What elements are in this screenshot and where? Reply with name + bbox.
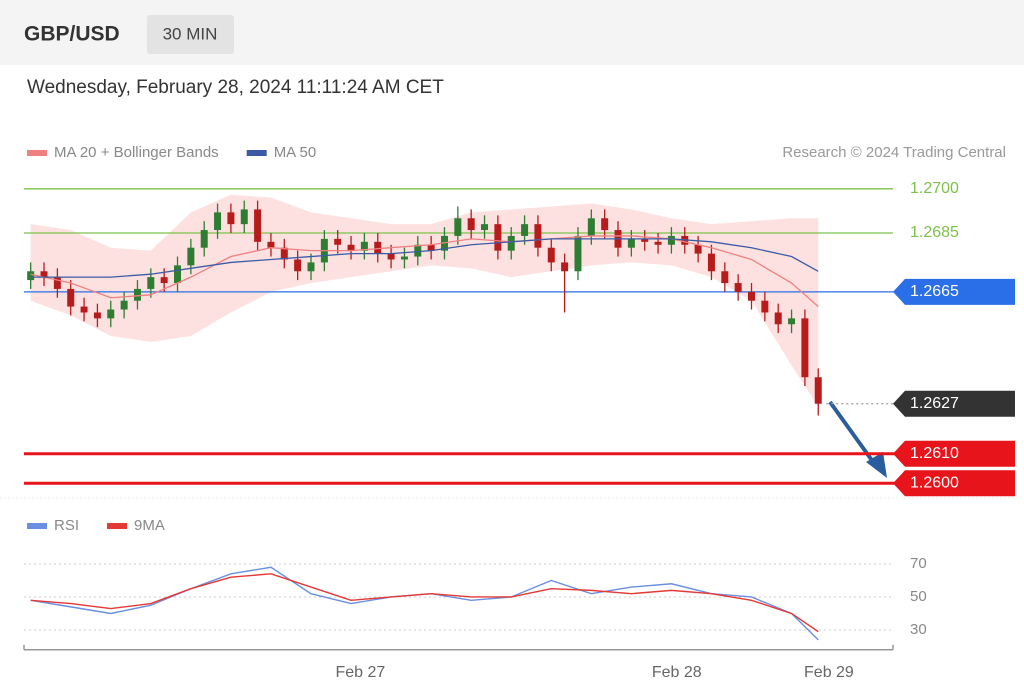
- indicator-line: [30, 573, 819, 633]
- candle-body: [347, 244, 355, 251]
- candle-body: [814, 377, 822, 404]
- y-tick-label: 70: [910, 555, 927, 572]
- candle-body: [133, 288, 141, 301]
- legend-swatch: [27, 150, 47, 156]
- level-tag: [893, 278, 1015, 305]
- candle-body: [200, 230, 208, 248]
- candle-body: [654, 241, 662, 245]
- candle-body: [534, 224, 542, 248]
- candle-body: [53, 277, 61, 289]
- legend-label: RSI: [54, 517, 79, 534]
- candle-body: [707, 253, 715, 272]
- candle-body: [107, 309, 115, 319]
- y-tick-label: 30: [910, 621, 927, 638]
- legend-label: MA 50: [274, 144, 317, 161]
- candle-body: [267, 241, 275, 248]
- candle-body: [387, 253, 395, 260]
- level-label: 1.2627: [910, 395, 959, 412]
- candle-body: [694, 244, 702, 254]
- candle-body: [334, 238, 342, 245]
- candle-body: [507, 235, 515, 251]
- candle-body: [174, 265, 182, 284]
- candle-body: [587, 218, 595, 236]
- candle-body: [360, 241, 368, 251]
- candle-body: [521, 224, 529, 236]
- forecast-arrow-head: [866, 452, 887, 478]
- candle-body: [187, 247, 195, 266]
- timestamp: Wednesday, February 28, 2024 11:11:24 AM…: [27, 77, 444, 98]
- candle-body: [801, 318, 809, 378]
- candle-body: [467, 218, 475, 231]
- candle-body: [27, 271, 35, 281]
- level-tag: [893, 440, 1015, 467]
- legend-swatch: [27, 523, 47, 529]
- level-label: 1.2685: [910, 224, 959, 241]
- x-tick-label: Feb 28: [652, 664, 702, 681]
- candle-body: [774, 312, 782, 325]
- bollinger-band: [30, 194, 819, 407]
- candle-body: [561, 262, 569, 272]
- x-tick-label: Feb 27: [335, 664, 385, 681]
- candle-body: [160, 277, 168, 284]
- candle-body: [307, 262, 315, 272]
- candle-body: [400, 256, 408, 260]
- candle-body: [254, 209, 262, 242]
- level-label: 1.2600: [910, 474, 959, 491]
- candle-body: [120, 300, 128, 310]
- candle-body: [761, 300, 769, 313]
- legend-swatch: [107, 523, 128, 529]
- candle-body: [494, 224, 502, 251]
- candle-body: [748, 291, 756, 301]
- candle-body: [574, 235, 582, 272]
- moving-average: [30, 238, 819, 278]
- candle-body: [147, 277, 155, 289]
- candle-body: [721, 271, 729, 284]
- candle-body: [641, 238, 649, 242]
- candle-body: [734, 283, 742, 292]
- candle-body: [93, 312, 101, 319]
- symbol: GBP/USD: [24, 23, 120, 46]
- moving-average: [30, 235, 819, 308]
- candle-body: [227, 212, 235, 225]
- candle-body: [294, 259, 302, 272]
- candle-body: [240, 209, 248, 225]
- candle-body: [40, 271, 48, 278]
- level-label: 1.2700: [910, 180, 959, 197]
- level-label: 1.2610: [910, 445, 959, 462]
- candle-body: [67, 288, 75, 307]
- forecast-arrow: [828, 400, 878, 468]
- candle-body: [214, 212, 222, 231]
- candle-body: [547, 247, 555, 263]
- candle-body: [80, 306, 88, 313]
- candle-body: [454, 218, 462, 236]
- interval: 30 MIN: [163, 24, 218, 43]
- candle-body: [627, 238, 635, 248]
- legend-swatch: [246, 150, 267, 156]
- x-tick-label: Feb 29: [804, 664, 854, 681]
- level-label: 1.2665: [910, 283, 959, 300]
- candle-body: [427, 244, 435, 251]
- interval-pill: [147, 15, 234, 54]
- candle-body: [601, 218, 609, 231]
- credit: Research © 2024 Trading Central: [782, 144, 1006, 161]
- candle-body: [667, 235, 675, 245]
- level-tag: [893, 390, 1015, 417]
- candle-body: [414, 244, 422, 257]
- candle-body: [374, 241, 382, 254]
- y-tick-label: 50: [910, 588, 927, 605]
- legend-label: 9MA: [134, 517, 165, 534]
- level-tag: [893, 470, 1015, 497]
- candle-body: [481, 224, 489, 231]
- candle-body: [280, 247, 288, 260]
- candle-body: [788, 318, 796, 325]
- legend-label: MA 20 + Bollinger Bands: [54, 144, 219, 161]
